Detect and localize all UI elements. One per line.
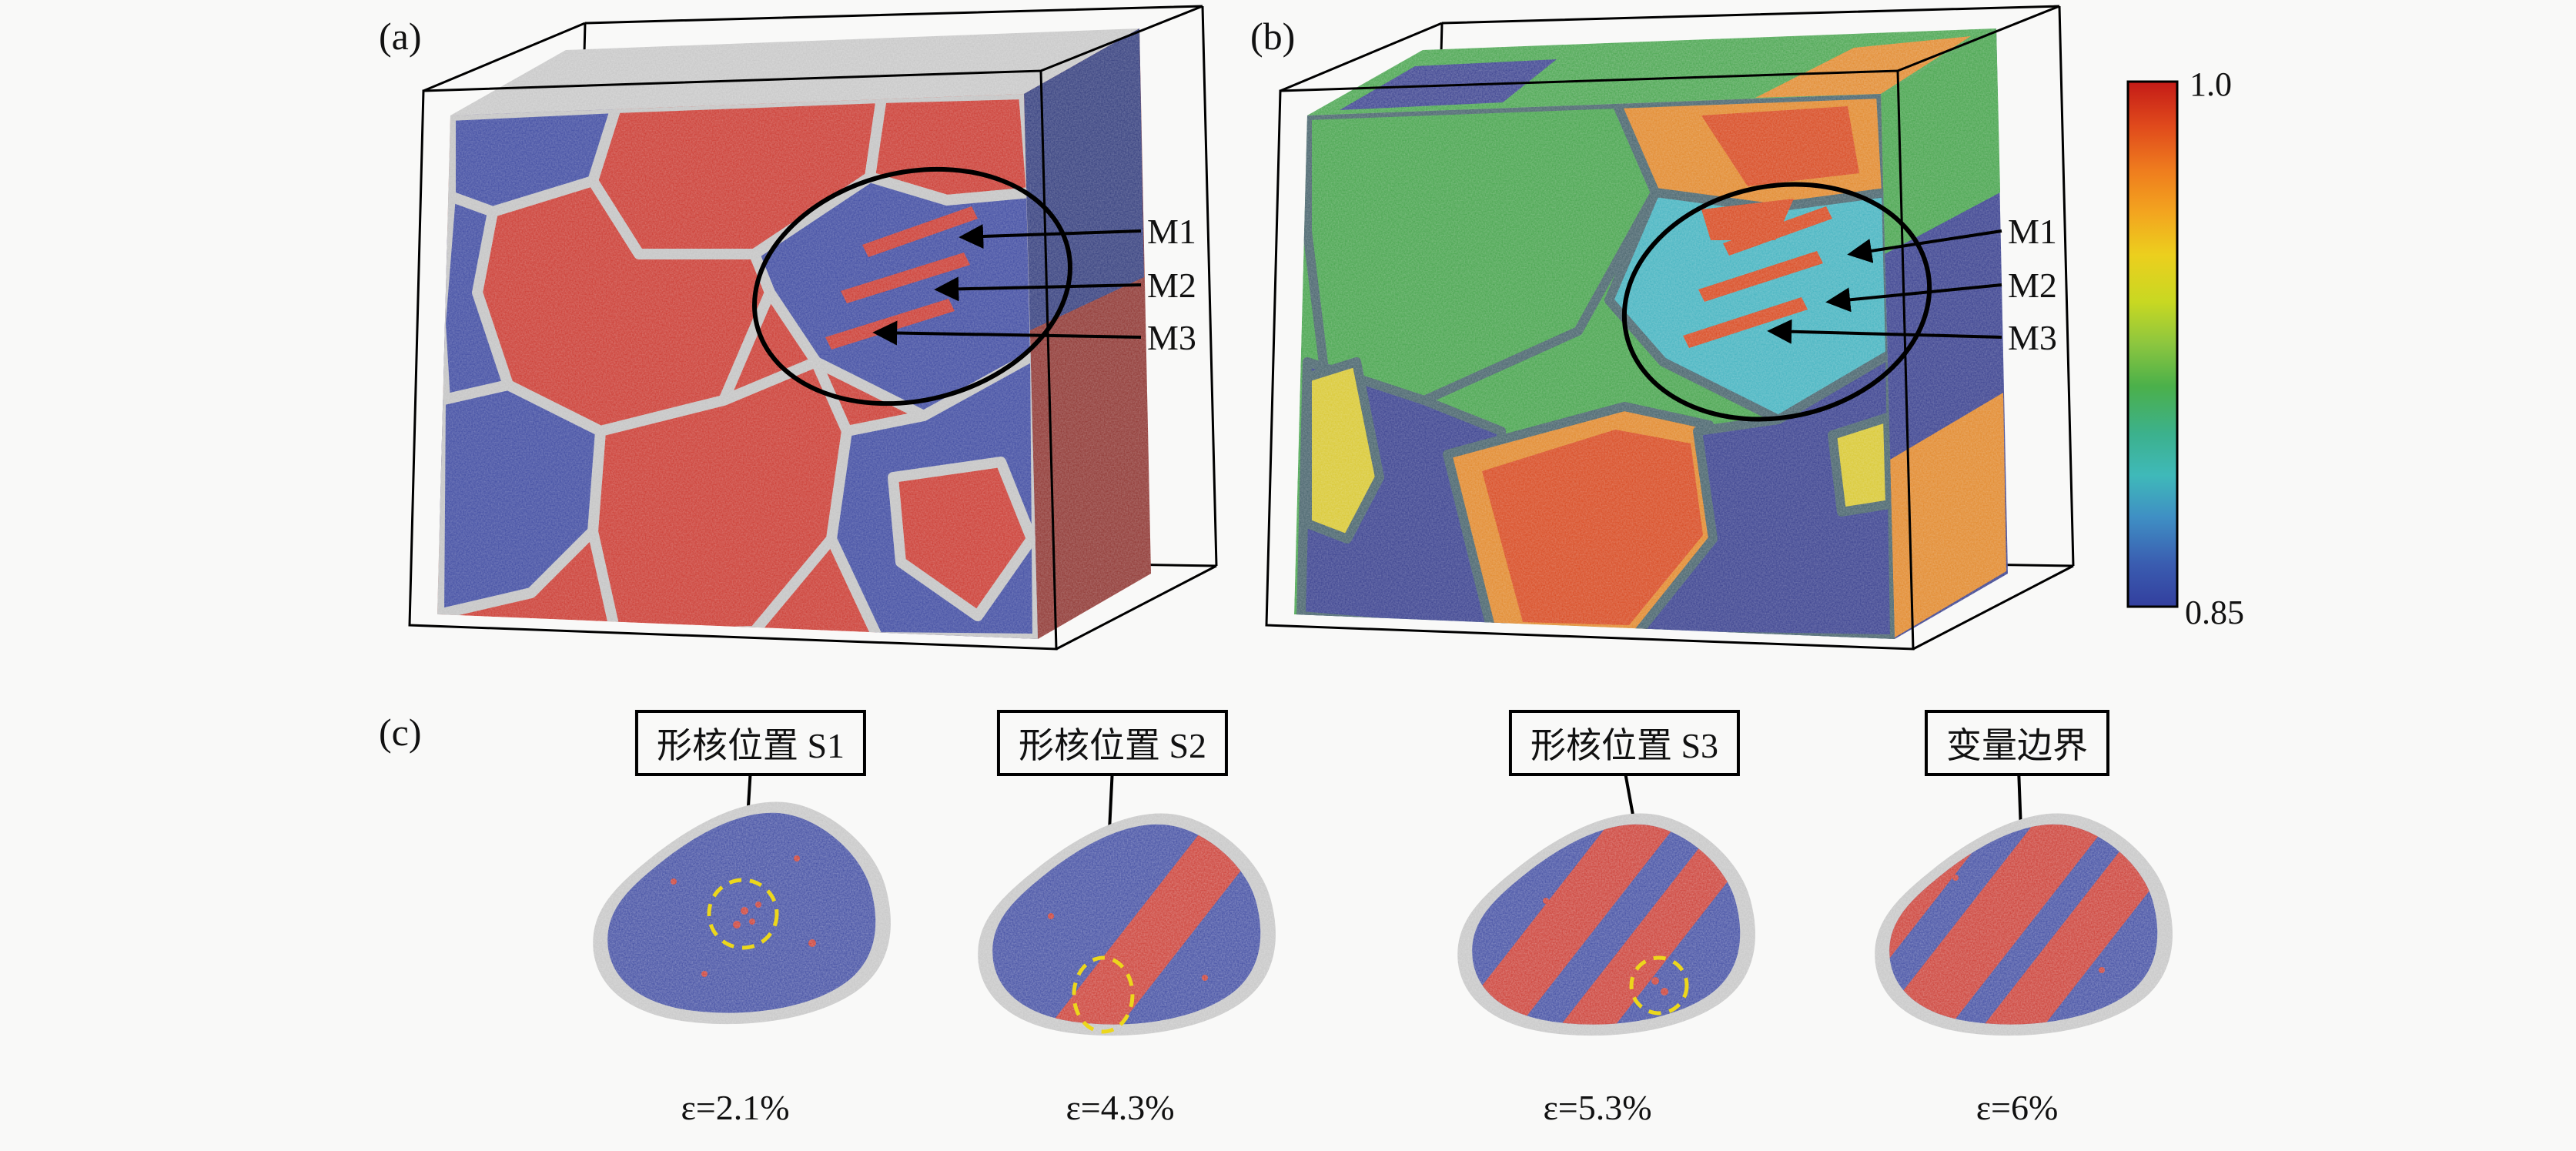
panel-c-render — [593, 768, 2173, 1036]
site-arrows — [732, 768, 2036, 959]
strain-label-4: ε=6% — [1975, 1088, 2059, 1127]
site-box-s1: 形核位置 S1 — [634, 710, 867, 776]
particle-noise — [1875, 813, 2173, 1036]
nucleation-circle-s3 — [1629, 955, 1689, 1015]
nucleation-circle-s2 — [1072, 955, 1135, 1034]
panel-b-label: (b) — [1250, 15, 1296, 58]
marker-m2-label-b: M2 — [2008, 266, 2057, 305]
noise-right — [1881, 28, 2008, 639]
panel-a-label: (a) — [379, 15, 422, 58]
colorbar-min-label: 0.85 — [2185, 594, 2244, 631]
m2-arrow — [934, 276, 1142, 302]
noise-right — [1024, 28, 1151, 639]
particle-noise — [978, 813, 1276, 1036]
nucleation-circle-s1 — [707, 878, 779, 950]
m1-arrow — [958, 224, 1142, 249]
noise-front — [437, 94, 1038, 639]
particle-noise — [593, 801, 891, 1025]
panel-c-label: (c) — [379, 711, 422, 754]
marker-m2-label-a: M2 — [1147, 266, 1196, 305]
strain-label-3: ε=5.3% — [1543, 1088, 1652, 1127]
particle-noise — [1457, 813, 1755, 1036]
m3-arrow — [1767, 319, 2002, 344]
site-box-s2: 形核位置 S2 — [996, 710, 1229, 776]
noise-front — [1294, 94, 1895, 639]
m1-arrow — [1847, 229, 2002, 263]
particle-s2 — [978, 813, 1276, 1036]
marker-m1-label-a: M1 — [1147, 212, 1196, 251]
cube-wireframe — [1265, 5, 2075, 651]
colorbar-max-label: 1.0 — [2190, 65, 2232, 103]
panel-b-render — [1265, 5, 2075, 651]
panel-a-render — [408, 5, 1218, 651]
colorbar — [2126, 80, 2179, 608]
panel-b-marker-arrows — [1767, 229, 2002, 344]
particle-s1 — [593, 801, 891, 1025]
particle-s3 — [1457, 813, 1755, 1036]
cube-wireframe — [408, 5, 1218, 651]
region-ellipse-a — [752, 166, 1072, 407]
marker-m3-label-b: M3 — [2008, 318, 2057, 357]
panel-a-marker-arrows — [872, 224, 1142, 346]
variant-boundary-box: 变量边界 — [1925, 710, 2109, 776]
noise-top — [450, 28, 1139, 115]
colorbar-gradient — [2126, 80, 2179, 608]
m2-arrow — [1825, 283, 2002, 313]
strain-label-2: ε=4.3% — [1066, 1088, 1175, 1127]
m3-arrow — [872, 320, 1142, 346]
marker-m1-label-b: M1 — [2008, 212, 2057, 251]
strain-label-1: ε=2.1% — [681, 1088, 790, 1127]
region-ellipse-b — [1621, 182, 1932, 422]
noise-top — [1307, 28, 1996, 115]
marker-m3-label-a: M3 — [1147, 318, 1196, 357]
site-box-s3: 形核位置 S3 — [1508, 710, 1741, 776]
